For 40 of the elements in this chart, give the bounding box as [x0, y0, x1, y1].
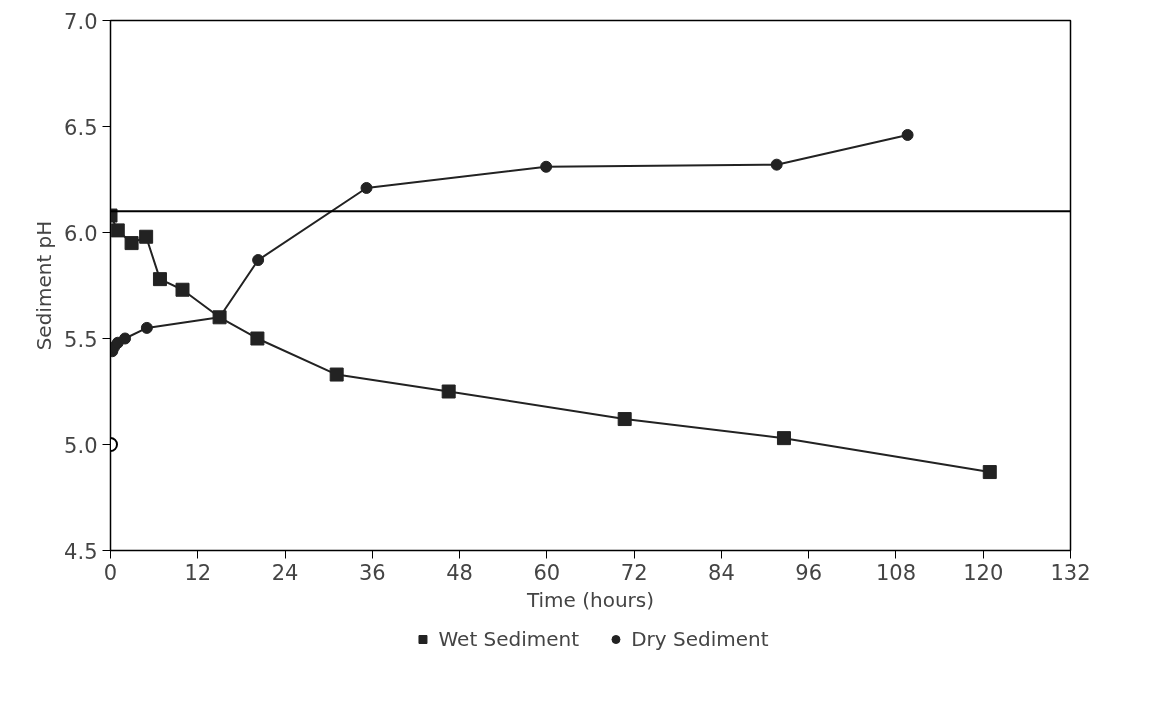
- point: [770, 158, 783, 171]
- point: [175, 282, 190, 297]
- x-tick-label: 108: [875, 560, 917, 585]
- x-tick-label: 120: [963, 560, 1004, 585]
- x-tick-label: 36: [358, 560, 386, 585]
- point: [124, 236, 139, 251]
- x-tick-label: 0: [103, 560, 118, 585]
- y-tick-label: 4.5: [64, 539, 98, 564]
- x-tick-label: 48: [446, 560, 473, 585]
- point: [982, 465, 997, 480]
- x-tick-label: 96: [795, 560, 823, 585]
- x-tick-label: 12: [184, 560, 212, 585]
- point: [360, 181, 373, 194]
- x-tick-label: 84: [708, 560, 735, 585]
- y-axis-title: Sediment pH: [32, 220, 57, 351]
- point: [250, 331, 265, 346]
- point: [119, 332, 132, 345]
- y-tick-label: 5.0: [64, 433, 98, 458]
- legend-label: Dry Sediment: [631, 627, 769, 651]
- x-tick-label: 60: [533, 560, 561, 585]
- x-tick-label: 132: [1050, 560, 1091, 585]
- x-tick-label: 72: [620, 560, 648, 585]
- point: [441, 384, 456, 399]
- point: [776, 431, 791, 446]
- point: [329, 367, 344, 382]
- point: [901, 128, 914, 141]
- y-tick-label: 5.5: [64, 327, 98, 352]
- point: [617, 412, 632, 427]
- y-tick-label: 6.5: [64, 115, 98, 140]
- x-tick-label: 24: [271, 560, 299, 585]
- point: [152, 272, 167, 287]
- point: [140, 321, 153, 334]
- y-tick-label: 6.0: [64, 221, 98, 246]
- x-axis-title: Time (hours): [525, 587, 655, 612]
- point: [110, 223, 125, 238]
- legend-label: Wet Sediment: [438, 627, 580, 651]
- y-tick-label: 7.0: [64, 9, 98, 34]
- point: [139, 229, 154, 244]
- point: [252, 254, 265, 267]
- point: [540, 160, 553, 173]
